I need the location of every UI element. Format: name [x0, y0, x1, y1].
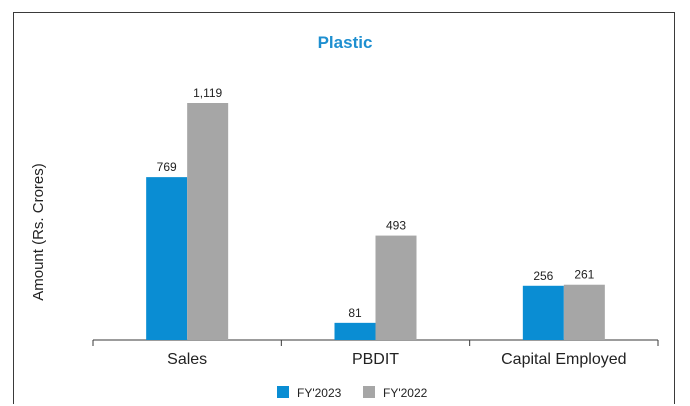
legend: FY'2023 FY'2022 [277, 386, 428, 400]
legend-swatch-series-1 [277, 386, 289, 398]
bar-sales-series-2 [187, 103, 229, 340]
category-label-pbdit: PBDIT [352, 351, 399, 368]
bars-group: 769 1,119 Sales 81 493 PBDIT 256 261 Capital Emp… [92, 86, 659, 368]
bar-pbdit-series-1 [334, 322, 376, 340]
bar-sales-series-1 [146, 177, 188, 340]
chart-title: Plastic [318, 33, 373, 52]
category-label-capital-employed: Capital Employed [501, 351, 626, 368]
bar-pbdit-series-2 [375, 235, 417, 340]
chart-frame [13, 12, 675, 404]
legend-label-series-2: FY'2022 [383, 386, 428, 400]
data-label-sales-series-2: 1,119 [193, 86, 222, 100]
bar-capital-employed-series-1 [522, 285, 564, 340]
category-label-sales: Sales [167, 351, 207, 368]
y-axis-label: Amount (Rs. Crores) [30, 163, 47, 301]
data-label-capital-employed-series-1: 256 [533, 269, 553, 283]
data-label-pbdit-series-1: 81 [348, 306, 362, 320]
legend-swatch-series-2 [363, 386, 375, 398]
legend-label-series-1: FY'2023 [297, 386, 342, 400]
data-label-pbdit-series-2: 493 [386, 219, 406, 233]
bar-capital-employed-series-2 [563, 284, 605, 340]
data-label-sales-series-1: 769 [157, 160, 177, 174]
data-label-capital-employed-series-2: 261 [574, 268, 594, 282]
